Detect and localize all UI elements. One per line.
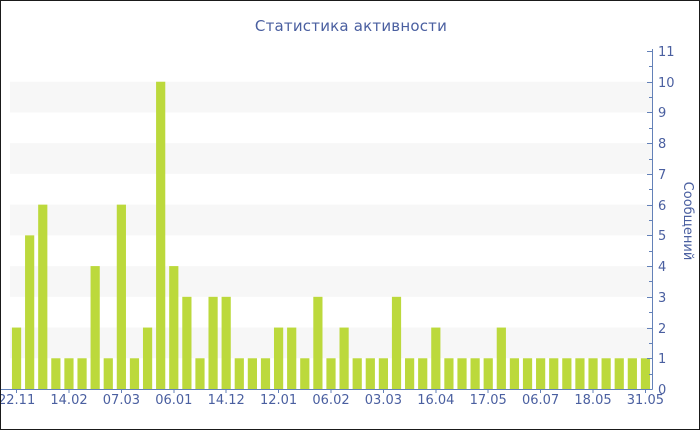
x-axis-tick-label: 16.04 xyxy=(417,393,454,408)
activity-bar xyxy=(378,358,389,389)
activity-bar xyxy=(339,327,349,389)
activity-bar xyxy=(208,296,218,389)
activity-bar xyxy=(182,296,192,389)
grid-band xyxy=(10,266,652,297)
x-axis-tick-label: 06.01 xyxy=(155,393,192,408)
activity-bar xyxy=(536,358,546,389)
activity-bar xyxy=(300,358,310,389)
x-axis-tick-label: 18.05 xyxy=(574,393,611,408)
y-axis-tick-label: 10 xyxy=(658,76,675,91)
activity-bar xyxy=(509,358,520,389)
activity-bar xyxy=(129,358,140,389)
activity-bar xyxy=(51,358,61,389)
activity-bar xyxy=(169,266,179,389)
activity-bar xyxy=(431,327,441,389)
activity-bar xyxy=(496,327,506,389)
activity-bar xyxy=(234,358,244,389)
y-axis-tick-label: 1 xyxy=(658,352,666,367)
activity-bar xyxy=(38,204,48,389)
activity-bar xyxy=(77,358,87,389)
activity-bar xyxy=(483,358,493,389)
x-axis-tick-label: 14.12 xyxy=(208,393,245,408)
activity-bar xyxy=(287,327,297,389)
x-axis-tick-label: 22.11 xyxy=(1,393,35,408)
activity-bar xyxy=(522,358,533,389)
y-axis-tick-label: 7 xyxy=(658,168,666,183)
activity-bar xyxy=(221,296,231,389)
y-axis-tick-label: 2 xyxy=(658,322,666,337)
activity-bar xyxy=(64,358,74,389)
x-axis-tick-label: 07.03 xyxy=(103,393,140,408)
grid-band xyxy=(10,81,652,113)
x-axis-tick-label: 17.05 xyxy=(470,393,507,408)
x-axis-tick-label: 03.03 xyxy=(365,393,402,408)
activity-bar xyxy=(601,358,611,389)
y-axis-tick-label: 8 xyxy=(658,137,666,152)
activity-bar xyxy=(156,81,166,389)
activity-bar xyxy=(444,358,454,389)
x-axis-tick-label: 31.05 xyxy=(627,393,664,408)
y-axis-tick-label: 11 xyxy=(658,45,675,60)
grid-band xyxy=(10,204,652,236)
chart-title: Статистика активности xyxy=(254,17,448,35)
activity-bar xyxy=(391,296,402,389)
activity-bar xyxy=(418,358,428,389)
y-axis-tick-label: 0 xyxy=(658,383,666,398)
activity-bar xyxy=(562,358,572,389)
activity-bar xyxy=(470,358,480,389)
activity-bar xyxy=(90,266,100,389)
x-axis-tick-label: 12.01 xyxy=(260,393,297,408)
activity-bar xyxy=(549,358,559,389)
activity-bar xyxy=(640,358,651,389)
grid-band xyxy=(10,143,652,174)
activity-bar xyxy=(11,327,22,389)
grid-band xyxy=(10,327,652,359)
activity-bar xyxy=(627,358,637,389)
x-axis-tick-label: 06.07 xyxy=(522,393,559,408)
activity-bar xyxy=(25,235,35,389)
x-axis-tick-label: 14.02 xyxy=(50,393,87,408)
y-axis-tick-label: 4 xyxy=(658,260,666,275)
activity-bar xyxy=(588,358,598,389)
activity-bar xyxy=(103,358,113,389)
activity-bar xyxy=(247,358,257,389)
activity-bar xyxy=(326,358,336,389)
activity-bar xyxy=(273,327,284,389)
activity-bar xyxy=(195,358,205,389)
activity-bar xyxy=(260,358,271,389)
activity-bar xyxy=(405,358,415,389)
activity-bar xyxy=(614,358,624,389)
activity-bar xyxy=(142,327,153,389)
activity-bar xyxy=(457,358,467,389)
activity-bar xyxy=(116,204,126,389)
activity-bar xyxy=(352,358,362,389)
y-axis-tick-label: 3 xyxy=(658,291,666,306)
activity-bar xyxy=(313,296,323,389)
y-axis-tick-label: 6 xyxy=(658,199,666,214)
y-axis-tick-label: 5 xyxy=(658,229,666,244)
y-axis-title: Сообщений xyxy=(680,182,695,261)
activity-bar xyxy=(365,358,375,389)
y-axis-tick-label: 9 xyxy=(658,106,666,121)
activity-bar xyxy=(575,358,585,389)
x-axis-tick-label: 06.02 xyxy=(312,393,349,408)
